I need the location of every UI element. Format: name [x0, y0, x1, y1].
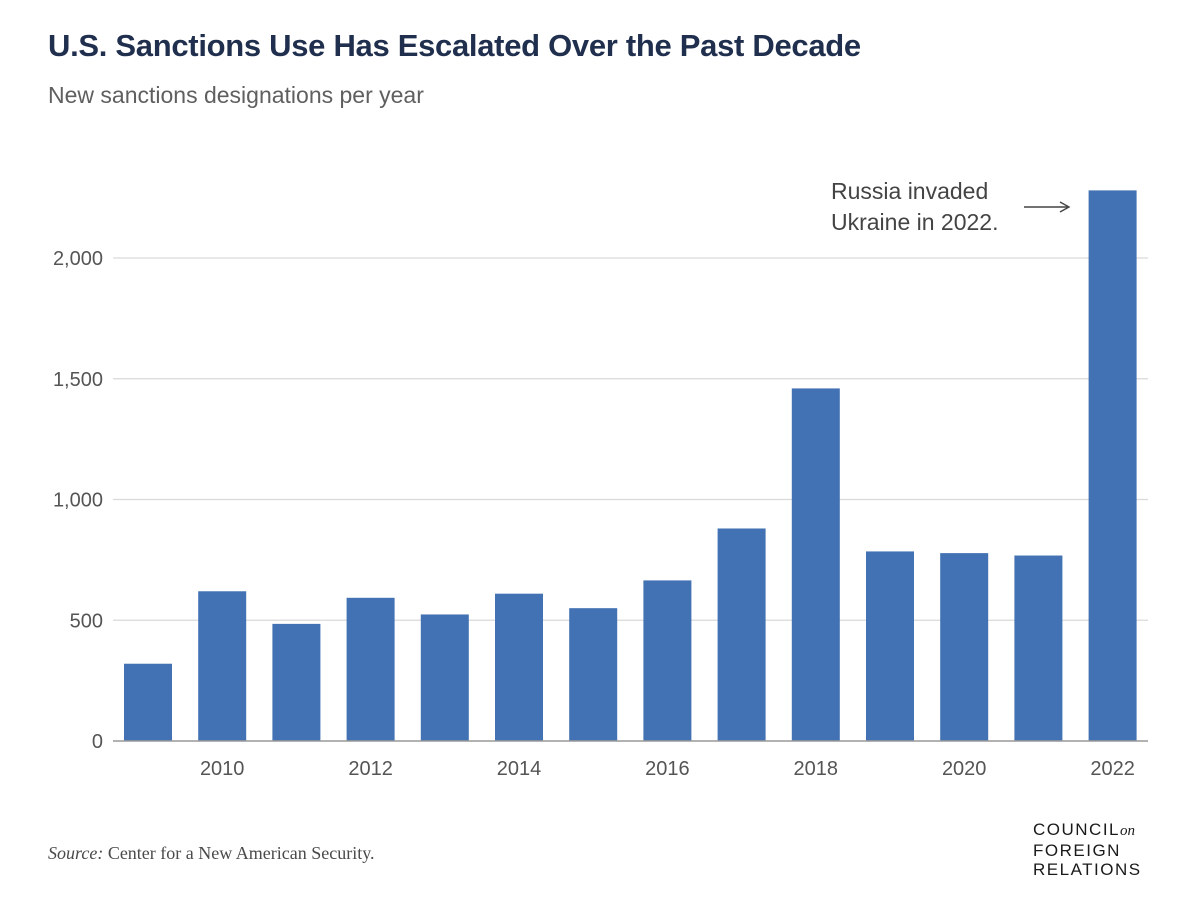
cfr-logo: COUNCILon FOREIGN RELATIONS [1033, 820, 1142, 879]
x-tick-label-2018: 2018 [794, 758, 839, 780]
bar-2014 [495, 593, 543, 741]
y-tick-label-1000: 1,000 [53, 490, 103, 512]
x-tick-label-2014: 2014 [497, 758, 542, 780]
source-note: Source: Center for a New American Securi… [48, 843, 375, 864]
annotation-arrow-head [1059, 201, 1071, 213]
bar-2015 [569, 608, 618, 741]
bar-2009 [124, 663, 172, 741]
y-tick-label-500: 500 [70, 610, 103, 632]
chart-title: U.S. Sanctions Use Has Escalated Over th… [48, 28, 861, 63]
logo-line-relations: RELATIONS [1033, 860, 1142, 879]
bar-2019 [866, 551, 914, 741]
y-tick-label-1500: 1,500 [53, 369, 103, 391]
bar-2010 [198, 591, 247, 741]
annotation-line-1: Russia invaded [831, 178, 988, 204]
bar-2011 [272, 623, 321, 741]
x-tick-label-2010: 2010 [200, 758, 245, 780]
bar-2017 [717, 528, 766, 741]
chart-subtitle: New sanctions designations per year [48, 82, 424, 108]
bar-2020 [940, 553, 989, 741]
bar-2018 [791, 388, 840, 741]
source-text: Center for a New American Security. [103, 843, 375, 863]
bar-2022 [1088, 190, 1137, 741]
bar-2013 [420, 614, 469, 741]
bar-2021 [1014, 555, 1063, 741]
x-tick-label-2012: 2012 [348, 758, 393, 780]
annotation-line-2: Ukraine in 2022. [831, 209, 999, 235]
y-tick-label-2000: 2,000 [53, 248, 103, 270]
logo-on: on [1120, 823, 1136, 839]
logo-line-foreign: FOREIGN [1033, 841, 1121, 860]
bar-2012 [346, 597, 395, 741]
x-tick-label-2020: 2020 [942, 758, 987, 780]
bar-2016 [643, 580, 692, 741]
logo-line-council: COUNCIL [1033, 820, 1121, 839]
source-label: Source: [48, 843, 104, 863]
y-tick-label-0: 0 [92, 731, 103, 753]
x-tick-label-2022: 2022 [1090, 758, 1135, 780]
x-tick-label-2016: 2016 [645, 758, 690, 780]
